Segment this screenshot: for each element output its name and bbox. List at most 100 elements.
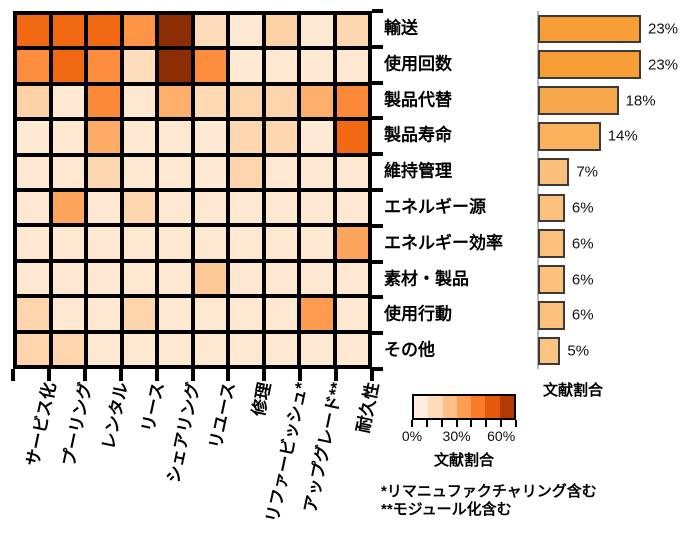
colorbar-segment bbox=[499, 396, 514, 418]
heatmap-cell bbox=[123, 262, 155, 295]
heatmap-cell bbox=[52, 156, 84, 188]
column-label: レンタル bbox=[98, 380, 132, 452]
column-label: リユース bbox=[206, 380, 240, 451]
bar-value-label: 18% bbox=[625, 92, 656, 109]
heatmap-cell bbox=[336, 121, 368, 153]
column-label: リース bbox=[138, 380, 168, 434]
heatmap-cell bbox=[301, 85, 333, 118]
heatmap-cell bbox=[17, 85, 49, 118]
heatmap-cell bbox=[194, 191, 226, 224]
heatmap-cell bbox=[230, 333, 262, 365]
heatmap-cell bbox=[301, 298, 333, 330]
heatmap-cell bbox=[230, 191, 262, 224]
row-tick-mark bbox=[372, 80, 383, 85]
bar-value-label: 23% bbox=[647, 20, 679, 38]
column-tick-mark bbox=[262, 369, 267, 381]
colorbar-tick-mark bbox=[500, 420, 503, 427]
heatmap-cell bbox=[123, 15, 155, 47]
bar-value-label: 7% bbox=[576, 163, 599, 181]
heatmap-cell bbox=[265, 227, 297, 259]
column-tick-mark bbox=[298, 369, 303, 381]
heatmap-cell bbox=[123, 227, 155, 259]
bar bbox=[538, 193, 565, 223]
colorbar-tick-mark bbox=[470, 420, 473, 427]
bar-value-label: 23% bbox=[647, 56, 679, 74]
heatmap-cell bbox=[17, 262, 49, 295]
heatmap-cell bbox=[265, 85, 297, 118]
row-label: 素材・製品 bbox=[384, 269, 469, 289]
colorbar-tick-mark bbox=[515, 420, 517, 427]
colorbar-tick-label: 30% bbox=[442, 428, 471, 444]
bar-value-label: 6% bbox=[571, 199, 594, 217]
heatmap-cell bbox=[17, 191, 49, 224]
heatmap-cell bbox=[88, 191, 120, 224]
colorbar-segment bbox=[442, 396, 457, 418]
row-label: その他 bbox=[384, 340, 435, 360]
column-tick-mark bbox=[370, 369, 374, 381]
row-tick-mark bbox=[372, 331, 383, 336]
heatmap-cell bbox=[17, 15, 49, 47]
heatmap-cell bbox=[88, 298, 120, 330]
column-label: アップグレード** bbox=[300, 380, 347, 515]
heatmap-cell bbox=[88, 262, 120, 295]
heatmap-cell bbox=[230, 156, 262, 188]
heatmap-cell bbox=[194, 298, 226, 330]
heatmap-cell bbox=[159, 333, 191, 365]
heatmap-cell bbox=[301, 333, 333, 365]
bar-value-label: 5% bbox=[567, 342, 590, 360]
column-tick-mark bbox=[82, 369, 87, 381]
row-label: 維持管理 bbox=[384, 161, 452, 181]
row-tick-mark bbox=[372, 152, 383, 157]
column-label: 修理 bbox=[249, 380, 275, 418]
heatmap-cell bbox=[336, 85, 368, 118]
colorbar-tick-mark bbox=[411, 420, 413, 427]
column-tick-mark bbox=[154, 369, 159, 381]
heatmap-cell bbox=[159, 227, 191, 259]
heatmap-cell bbox=[123, 121, 155, 153]
heatmap-cell bbox=[52, 121, 84, 153]
bar-value-label: 6% bbox=[571, 271, 594, 288]
heatmap-cell bbox=[230, 50, 262, 82]
heatmap-cell bbox=[159, 15, 191, 47]
heatmap-cell bbox=[301, 121, 333, 153]
heatmap-cell bbox=[52, 191, 84, 224]
heatmap-cell bbox=[88, 227, 120, 259]
heatmap-cell bbox=[336, 156, 368, 188]
heatmap-cell bbox=[336, 227, 368, 259]
heatmap-cell bbox=[88, 15, 120, 47]
bar bbox=[538, 86, 619, 115]
row-tick-mark bbox=[372, 367, 383, 371]
heatmap-cell bbox=[336, 262, 368, 295]
heatmap-cell bbox=[230, 121, 262, 153]
row-label: エネルギー効率 bbox=[384, 233, 503, 253]
heatmap-cell bbox=[17, 227, 49, 259]
heatmap-cell bbox=[123, 298, 155, 330]
footnote-modularization: **モジュール化含む bbox=[381, 501, 512, 518]
bar bbox=[538, 336, 561, 366]
colorbar-segment bbox=[471, 396, 486, 418]
heatmap-cell bbox=[301, 191, 333, 224]
column-label: シェアリング bbox=[163, 380, 204, 485]
heatmap-cell bbox=[265, 333, 297, 365]
heatmap-cell bbox=[17, 298, 49, 330]
bar bbox=[538, 50, 641, 80]
row-label: 使用回数 bbox=[384, 54, 452, 74]
heatmap-cell bbox=[194, 156, 226, 188]
column-tick-mark bbox=[190, 369, 195, 381]
heatmap-cell bbox=[336, 50, 368, 82]
heatmap-cell bbox=[123, 156, 155, 188]
heatmap-cell bbox=[52, 85, 84, 118]
bar bbox=[538, 300, 565, 330]
heatmap-cell bbox=[265, 262, 297, 295]
column-label: プーリング bbox=[59, 380, 96, 468]
heatmap-cell bbox=[265, 121, 297, 153]
column-tick-mark bbox=[118, 369, 123, 381]
row-tick-mark bbox=[372, 295, 383, 300]
column-tick-mark bbox=[46, 369, 51, 381]
heatmap-cell bbox=[159, 262, 191, 295]
heatmap-cell bbox=[17, 333, 49, 365]
colorbar-segment bbox=[485, 396, 500, 418]
heatmap-cell bbox=[301, 50, 333, 82]
heatmap-cell bbox=[230, 262, 262, 295]
